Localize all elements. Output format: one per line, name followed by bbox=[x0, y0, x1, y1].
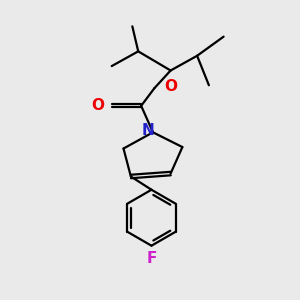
Text: O: O bbox=[92, 98, 104, 113]
Text: O: O bbox=[165, 79, 178, 94]
Text: N: N bbox=[141, 123, 154, 138]
Text: F: F bbox=[146, 251, 157, 266]
